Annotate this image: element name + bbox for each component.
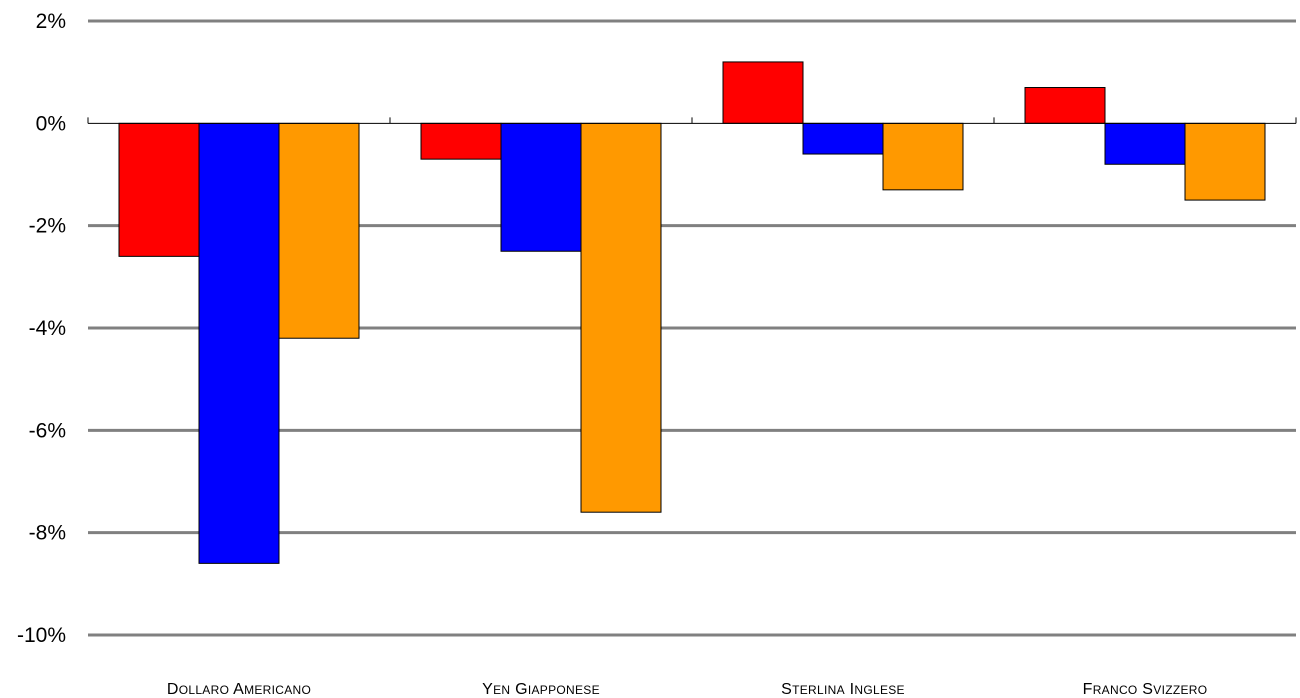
x-tick-label: DOLLARO AMERICANO bbox=[167, 681, 311, 698]
x-axis-labels: DOLLARO AMERICANO YEN GIAPPONESE STERLINA … bbox=[167, 681, 1208, 698]
y-axis-labels: 2% 0% -2% -4% -6% -8% -10% bbox=[17, 10, 66, 647]
bar bbox=[882, 122, 964, 191]
x-tick-label: YEN GIAPPONESE bbox=[482, 681, 600, 698]
y-tick-label: -8% bbox=[29, 522, 66, 545]
y-tick-label: 0% bbox=[36, 112, 66, 135]
bar bbox=[198, 122, 280, 564]
y-tick-label: 2% bbox=[36, 10, 66, 33]
bar bbox=[118, 122, 200, 257]
x-tick-label: FRANCO SVIZZERO bbox=[1083, 681, 1208, 698]
y-tick-label: -2% bbox=[29, 215, 66, 238]
bar bbox=[722, 61, 804, 124]
bar bbox=[1024, 87, 1106, 124]
y-tick-label: -6% bbox=[29, 419, 66, 442]
x-tick-label: STERLINA INGLESE bbox=[781, 681, 905, 698]
bar bbox=[580, 122, 662, 513]
bar bbox=[1184, 122, 1266, 201]
bar bbox=[802, 122, 884, 155]
bars bbox=[118, 61, 1266, 564]
bar bbox=[500, 122, 582, 252]
y-tick-label: -4% bbox=[29, 317, 66, 340]
y-tick-label: -10% bbox=[17, 624, 66, 647]
zero-axis bbox=[87, 117, 1297, 124]
bar bbox=[278, 122, 360, 339]
bar bbox=[1104, 122, 1186, 165]
bar bbox=[420, 122, 502, 160]
